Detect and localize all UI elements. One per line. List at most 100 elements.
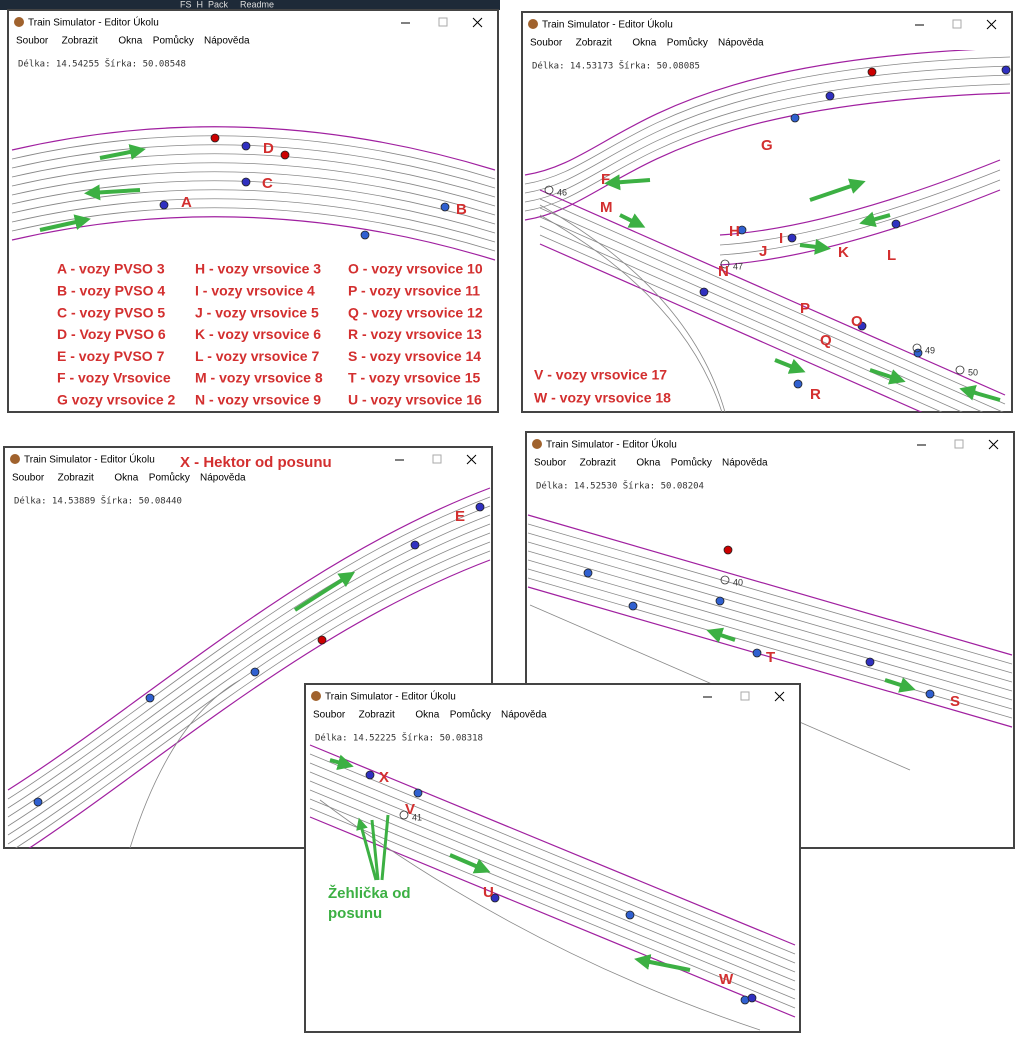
direction-arrow xyxy=(859,211,891,228)
menu-item[interactable]: Okna xyxy=(114,473,138,484)
legend-line: H - vozy vrsovice 3 xyxy=(195,261,321,277)
annotation-pointer xyxy=(360,815,390,881)
wagon-label: Q xyxy=(820,332,832,349)
wagon-marker xyxy=(867,67,877,77)
direction-arrow xyxy=(449,853,491,874)
track xyxy=(527,559,1013,701)
legend-line: Q - vozy vrsovice 12 xyxy=(348,304,483,320)
track xyxy=(11,171,496,216)
track xyxy=(539,216,984,412)
menu-item[interactable]: Soubor xyxy=(12,473,45,484)
menu-item[interactable]: Okna xyxy=(415,710,439,721)
track xyxy=(719,179,1001,256)
wagon-marker xyxy=(752,648,762,658)
wagon-label: L xyxy=(887,247,896,264)
menu-item[interactable]: Pomůcky xyxy=(671,457,712,469)
menu-item[interactable]: Zobrazit xyxy=(58,473,94,484)
track xyxy=(11,153,496,198)
direction-arrow xyxy=(774,358,806,374)
title-bar xyxy=(9,11,497,33)
coordinates: Délka: 14.54255 Šírka: 50.08548 xyxy=(18,58,186,70)
station-marker xyxy=(720,575,730,585)
wagon-marker xyxy=(865,657,875,667)
track xyxy=(719,189,1001,266)
track xyxy=(719,159,1001,236)
menu-item[interactable]: Nápověda xyxy=(200,473,246,484)
close-button[interactable] xyxy=(774,691,785,702)
close-button[interactable] xyxy=(466,454,477,465)
track xyxy=(7,541,491,845)
wagon-label: V xyxy=(405,801,415,818)
direction-arrow xyxy=(84,184,141,201)
close-button[interactable] xyxy=(986,19,997,30)
maximize-button[interactable] xyxy=(954,439,964,449)
wagon-marker xyxy=(250,667,260,677)
wagon-marker xyxy=(241,141,251,151)
menu-item[interactable]: Okna xyxy=(632,38,656,49)
track xyxy=(7,496,491,800)
track xyxy=(309,789,796,991)
direction-arrow xyxy=(293,571,356,612)
legend-line: S - vozy vrsovice 14 xyxy=(348,348,481,364)
menu-item[interactable]: Nápověda xyxy=(204,36,250,47)
track xyxy=(7,514,491,818)
wagon-label: F xyxy=(601,171,610,188)
menu-item[interactable]: Nápověda xyxy=(718,38,764,49)
close-button[interactable] xyxy=(988,439,999,450)
track xyxy=(524,74,1011,203)
track xyxy=(539,189,1006,396)
maximize-button[interactable] xyxy=(952,19,962,29)
legend-line: I - vozy vrsovice 4 xyxy=(195,283,315,299)
track xyxy=(309,753,796,955)
track xyxy=(11,189,496,234)
menu-item[interactable]: Zobrazit xyxy=(576,38,612,49)
menu-item[interactable]: Pomůcky xyxy=(153,35,194,47)
window-frame xyxy=(304,683,801,1033)
track xyxy=(539,204,726,412)
station-marker xyxy=(720,259,730,269)
station-number: 41 xyxy=(412,812,422,822)
track xyxy=(309,771,796,973)
menu-item[interactable]: Soubor xyxy=(534,458,567,469)
menu-item[interactable]: Okna xyxy=(118,36,142,47)
wagon-marker xyxy=(241,177,251,187)
maximize-button[interactable] xyxy=(740,691,750,701)
wagon-label: R xyxy=(810,386,821,403)
track-layer: 46 47 49 50 xyxy=(524,50,1011,412)
track xyxy=(527,550,1013,692)
close-button[interactable] xyxy=(472,17,483,28)
wagon-label: T xyxy=(766,649,775,666)
window: Train Simulator - Editor Úkolu Soubor Zobr… xyxy=(521,11,1013,413)
wagon-marker xyxy=(787,233,797,243)
wagon-marker xyxy=(747,993,757,1003)
menu-item[interactable]: Nápověda xyxy=(722,458,768,469)
maximize-button[interactable] xyxy=(438,17,448,27)
legend-line: R - vozy vrsovice 13 xyxy=(348,326,482,342)
track-layer: 40 xyxy=(527,514,1013,771)
menu-item[interactable]: Pomůcky xyxy=(667,37,708,49)
menu-item[interactable]: Okna xyxy=(636,458,660,469)
track xyxy=(527,586,1013,728)
menu-item[interactable]: Soubor xyxy=(16,36,49,47)
menu-item[interactable]: Soubor xyxy=(313,710,346,721)
track xyxy=(15,550,491,848)
menu-item[interactable]: Pomůcky xyxy=(149,472,190,484)
maximize-button[interactable] xyxy=(432,454,442,464)
track xyxy=(129,679,241,848)
menu-item[interactable]: Soubor xyxy=(530,38,563,49)
wagon-label: O xyxy=(851,313,863,330)
wagon-label: A xyxy=(181,194,192,211)
menu-item[interactable]: Nápověda xyxy=(501,710,547,721)
menu-item[interactable]: Pomůcky xyxy=(450,709,491,721)
track xyxy=(719,169,1001,246)
station-number: 40 xyxy=(733,577,743,587)
legend-line: T - vozy vrsovice 15 xyxy=(348,370,481,386)
title-bar xyxy=(523,13,1011,35)
coordinates: Délka: 14.53889 Šírka: 50.08440 xyxy=(14,495,182,507)
menu-item[interactable]: Zobrazit xyxy=(62,36,98,47)
menu-item[interactable]: Zobrazit xyxy=(359,710,395,721)
wagon-marker xyxy=(1001,65,1011,75)
direction-arrow xyxy=(884,677,916,693)
track xyxy=(309,744,796,946)
menu-item[interactable]: Zobrazit xyxy=(580,458,616,469)
